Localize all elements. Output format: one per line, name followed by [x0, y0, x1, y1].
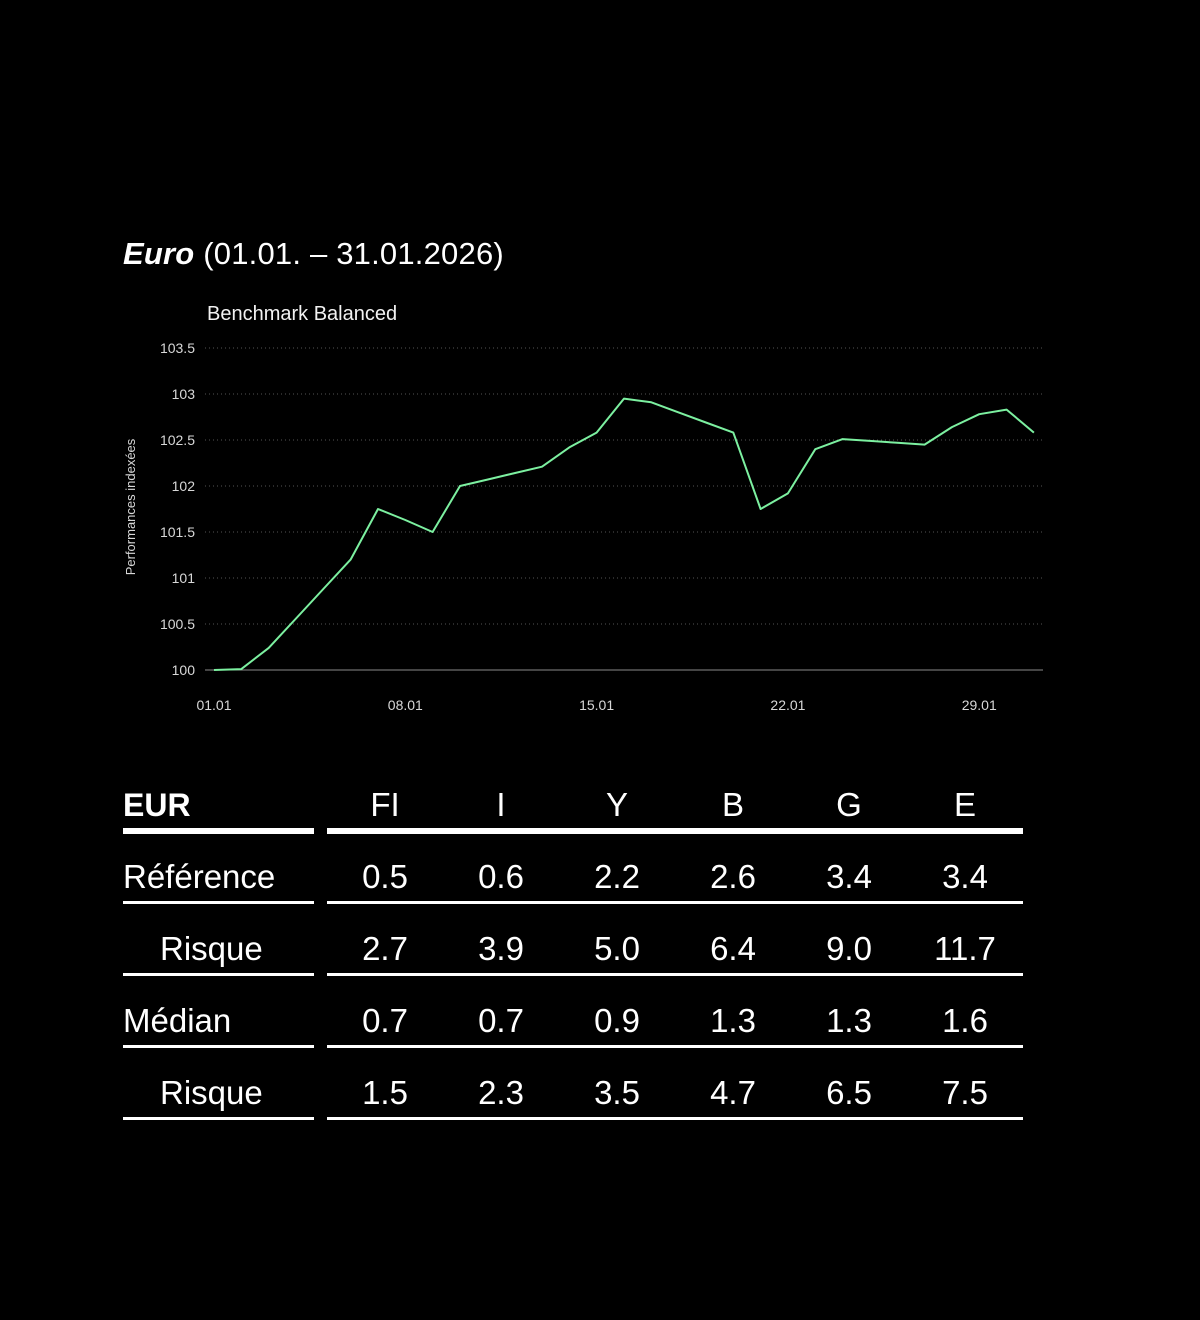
y-tick-label: 102.5 — [160, 432, 195, 448]
column-header: I — [496, 786, 506, 823]
table-cell: 1.6 — [942, 1002, 988, 1039]
row-divider-right — [327, 1045, 1023, 1048]
table-cell: 2.2 — [594, 858, 640, 895]
y-tick-labels: 100 100.5 101 101.5 102 102.5 103 103.5 — [160, 340, 195, 678]
column-header: G — [836, 786, 862, 823]
chart-title: Benchmark Balanced — [207, 303, 397, 325]
x-tick-label: 22.01 — [770, 697, 805, 713]
y-tick-label: 102 — [172, 478, 196, 494]
title-period: (01.01. – 31.01.2026) — [203, 236, 504, 271]
row-label: Risque — [160, 1074, 263, 1111]
x-tick-label: 08.01 — [388, 697, 423, 713]
x-tick-labels: 01.01 08.01 15.01 22.01 29.01 — [196, 697, 996, 713]
row-divider-right — [327, 973, 1023, 976]
row-label: Médian — [123, 1002, 232, 1039]
column-header: Y — [605, 786, 628, 823]
series-line — [213, 397, 1035, 671]
table-cell: 3.4 — [942, 858, 988, 895]
table-cell: 2.3 — [478, 1074, 524, 1111]
table-cell: 0.7 — [362, 1002, 408, 1039]
x-tick-label: 15.01 — [579, 697, 614, 713]
table-cell: 6.5 — [826, 1074, 872, 1111]
table-row: Risque 2.7 3.9 5.0 6.4 9.0 11.7 — [0, 916, 1200, 988]
table-row: Risque 1.5 2.3 3.5 4.7 6.5 7.5 — [0, 1060, 1200, 1132]
row-divider-right — [327, 828, 1023, 834]
row-divider-left — [123, 901, 314, 904]
y-tick-label: 100.5 — [160, 616, 195, 632]
table-cell: 4.7 — [710, 1074, 756, 1111]
row-label: Risque — [160, 930, 263, 967]
row-divider-left — [123, 1045, 314, 1048]
column-header: E — [953, 786, 976, 823]
table-cell: 7.5 — [942, 1074, 988, 1111]
row-label: EUR — [123, 787, 191, 823]
table-cell: 0.5 — [362, 858, 408, 895]
row-divider-left — [123, 828, 314, 834]
table-cell: 1.5 — [362, 1074, 408, 1111]
table-cell: 6.4 — [710, 930, 756, 967]
row-divider-left — [123, 1117, 314, 1120]
row-divider-right — [327, 1117, 1023, 1120]
grid-lines — [205, 347, 1043, 625]
y-tick-label: 103 — [172, 386, 196, 402]
table-cell: 0.6 — [478, 858, 524, 895]
table-row: Médian 0.7 0.7 0.9 1.3 1.3 1.6 — [0, 988, 1200, 1060]
table-row: Référence 0.5 0.6 2.2 2.6 3.4 3.4 — [0, 844, 1200, 916]
performance-table: EUR FI I Y B G E Référence 0.5 0.6 2.2 2.6 3.4 3.4 Ris… — [0, 772, 1200, 1132]
table-cell: 1.3 — [710, 1002, 756, 1039]
line-chart: Benchmark Balanced Performances indexées… — [123, 303, 1043, 713]
table-cell: 1.3 — [826, 1002, 872, 1039]
table-cell: 0.9 — [594, 1002, 640, 1039]
table-cell: 11.7 — [934, 930, 996, 967]
y-axis-label: Performances indexées — [123, 438, 138, 575]
table-cell: 2.6 — [710, 858, 756, 895]
table-cell: 5.0 — [594, 930, 640, 967]
table-cell: 0.7 — [478, 1002, 524, 1039]
table-cell: 9.0 — [826, 930, 872, 967]
table-cell: 2.7 — [362, 930, 408, 967]
row-divider-right — [327, 901, 1023, 904]
y-tick-label: 103.5 — [160, 340, 195, 356]
page-title: Euro (01.01. – 31.01.2026) — [123, 236, 504, 272]
y-tick-label: 101.5 — [160, 524, 195, 540]
table-cell: 3.5 — [594, 1074, 640, 1111]
x-tick-label: 01.01 — [196, 697, 231, 713]
table-header-row: EUR FI I Y B G E — [0, 772, 1200, 844]
column-header: B — [721, 786, 744, 823]
title-currency: Euro — [123, 236, 195, 271]
table-cell: 3.9 — [478, 930, 524, 967]
x-tick-label: 29.01 — [962, 697, 997, 713]
column-header: FI — [370, 786, 400, 823]
table-cell: 3.4 — [826, 858, 872, 895]
y-tick-label: 101 — [172, 570, 196, 586]
row-label: Référence — [123, 858, 276, 895]
y-tick-label: 100 — [172, 662, 196, 678]
row-divider-left — [123, 973, 314, 976]
